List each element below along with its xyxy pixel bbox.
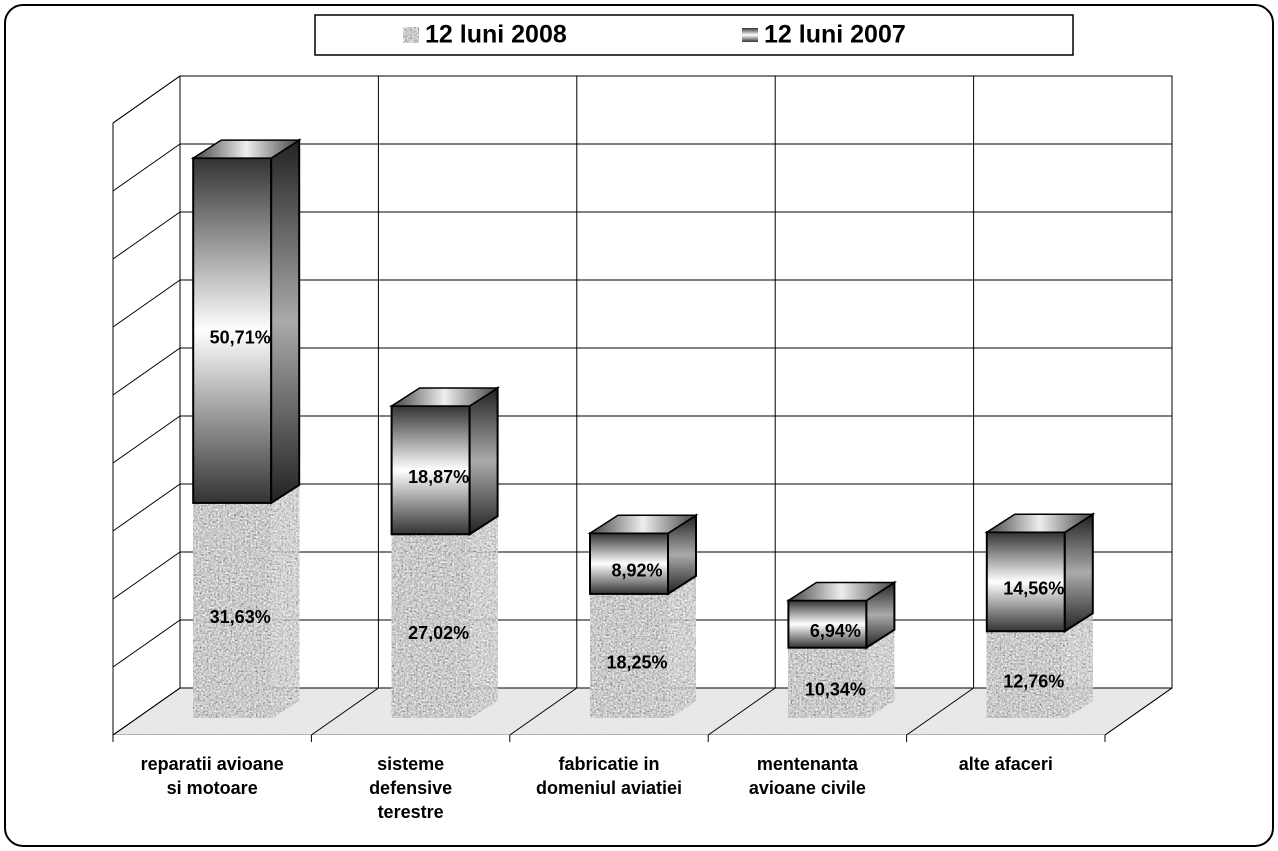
floor-divider — [906, 687, 974, 736]
frame — [4, 4, 1274, 847]
legend-swatch — [742, 28, 758, 42]
grid-line — [112, 279, 1172, 328]
value-label: 18,25% — [606, 653, 667, 673]
value-label: 14,56% — [1003, 578, 1064, 598]
bar-segment — [390, 404, 471, 536]
x-tick-label: fabricatie in domeniul aviatiei — [536, 754, 682, 798]
bar-side — [270, 138, 301, 505]
bar-side — [1063, 512, 1094, 634]
legend-label: 12 luni 2008 — [425, 21, 567, 49]
floor-divider — [509, 687, 578, 736]
grid-line — [112, 415, 1172, 464]
bar-top — [389, 387, 501, 407]
value-label: 6,94% — [810, 621, 861, 641]
value-label: 27,02% — [408, 623, 469, 643]
bar-segment — [985, 630, 1066, 719]
bar-segment — [589, 532, 669, 595]
legend-label: 12 luni 2007 — [764, 21, 906, 49]
bar-top — [984, 513, 1096, 533]
x-tick-label: mentenanta avioane civile — [749, 754, 866, 798]
bar-side — [667, 574, 697, 720]
floor-divider — [1104, 687, 1173, 736]
legend — [314, 14, 1074, 56]
x-tick-label: alte afaceri — [959, 754, 1053, 774]
bar-side — [270, 483, 301, 720]
floor-divider — [112, 687, 181, 736]
bar-top — [587, 514, 699, 534]
grid-line — [112, 143, 1172, 192]
legend-swatch — [402, 26, 420, 44]
bar-segment — [787, 646, 868, 719]
grid-line — [112, 483, 1172, 532]
bar-side — [468, 514, 499, 720]
grid-line — [112, 347, 1172, 396]
value-label: 31,63% — [210, 607, 271, 627]
floor-divider — [707, 687, 776, 736]
value-label: 50,71% — [210, 327, 271, 347]
value-label: 12,76% — [1003, 671, 1064, 691]
x-tick-label: sisteme defensive terestre — [369, 754, 452, 822]
x-tick-label: reparatii avioane si motoare — [141, 754, 284, 798]
floor-divider — [311, 687, 379, 736]
bar-segment — [192, 501, 273, 719]
grid-line — [112, 75, 1172, 124]
bar-segment — [589, 592, 669, 720]
value-label: 18,87% — [408, 467, 469, 487]
bar-side — [468, 386, 499, 537]
bar-top — [190, 139, 302, 159]
value-label: 8,92% — [611, 560, 662, 580]
grid-line — [112, 211, 1172, 260]
grid-line — [112, 551, 1172, 600]
bar-top — [785, 581, 897, 602]
value-label: 10,34% — [805, 680, 866, 700]
